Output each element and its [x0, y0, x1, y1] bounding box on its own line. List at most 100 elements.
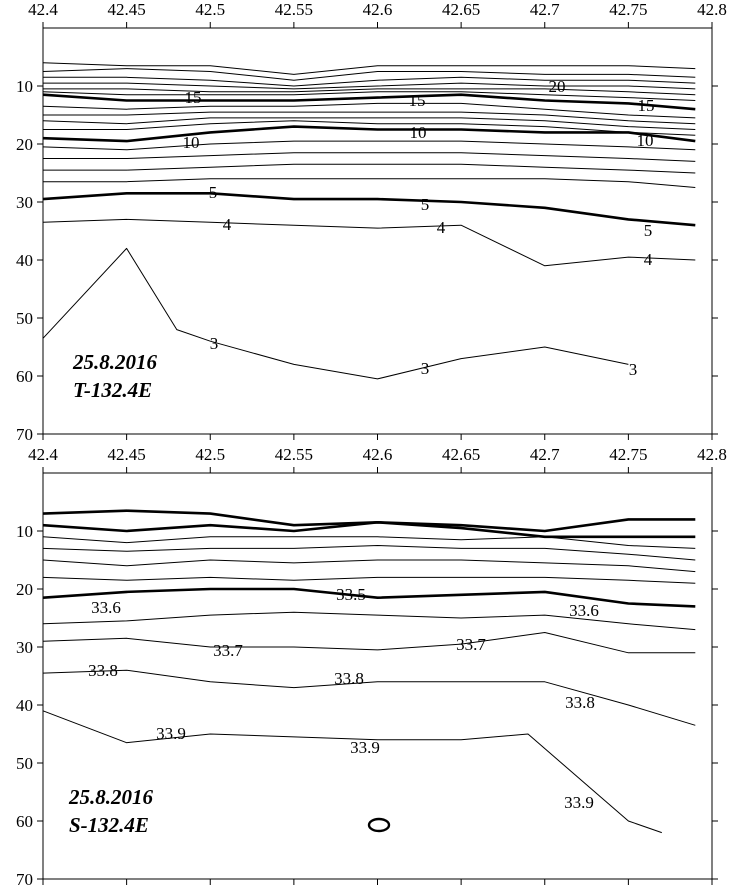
contour-label: 4: [644, 250, 653, 269]
isoline-8: [43, 152, 696, 162]
contour-label: 33.6: [569, 601, 599, 620]
caption-date: 25.8.2016: [68, 785, 154, 809]
contour-label: 33.9: [350, 738, 380, 757]
contour-label: 33.6: [91, 598, 121, 617]
x-tick-label: 42.65: [442, 0, 480, 19]
y-tick-label: 30: [16, 193, 33, 212]
temperature-caption: 25.8.2016 T-132.4E: [72, 350, 158, 402]
x-tick-label: 42.75: [609, 0, 647, 19]
temperature-isolines: [42, 62, 696, 380]
contour-label: 33.8: [88, 661, 118, 680]
y-tick-label: 60: [16, 812, 33, 831]
caption-date: 25.8.2016: [72, 350, 158, 374]
y-tick-label: 30: [16, 638, 33, 657]
temperature-axes: 42.4 42.45 42.5 42.55 42.6 42.65 42.7 42.75 42.8…: [16, 0, 727, 444]
contour-label: 3: [421, 359, 430, 378]
isoline-4: [42, 218, 696, 267]
caption-section: S-132.4E: [69, 813, 149, 837]
x-tick-label: 42.5: [195, 0, 225, 19]
x-tick-label: 42.6: [363, 0, 393, 19]
isoline-32-9: [42, 520, 696, 539]
salinity-isolines: [42, 509, 696, 834]
isoline-21: [42, 68, 696, 81]
x-tick-label: 42.75: [609, 445, 647, 464]
isoline-33-6: [42, 611, 696, 631]
y-tick-label: 70: [16, 870, 33, 889]
isoline-18: [43, 88, 696, 96]
contour-label: 33.8: [565, 693, 595, 712]
x-tick-label: 42.55: [275, 445, 313, 464]
contour-label: 15: [185, 88, 202, 107]
isoline-33-2: [42, 545, 696, 561]
x-tick-label: 42.55: [275, 0, 313, 19]
isoline-7: [43, 163, 696, 174]
contour-label: 10: [183, 133, 200, 152]
temperature-contour-labels: 20 15 15 15 10 10 10 5 5 5 4 4 4 3 3 3: [183, 77, 655, 379]
temperature-contour-panel: 20 15 15 15 10 10 10 5 5 5 4 4 4 3 3 3 2…: [16, 0, 727, 444]
contour-label: 5: [421, 195, 430, 214]
isoline-33-3: [42, 559, 696, 573]
y-tick-label: 40: [16, 696, 33, 715]
contour-label: 33.9: [564, 793, 594, 812]
contour-label: 33.8: [334, 669, 364, 688]
contour-label: 33.9: [156, 724, 186, 743]
isoline-33-4: [42, 576, 696, 584]
y-tick-label: 10: [16, 77, 33, 96]
salinity-axes: 42.4 42.45 42.5 42.55 42.6 42.65 42.7 42.75 42.8…: [16, 445, 727, 889]
salinity-contour-panel: 33.5 33.6 33.6 33.7 33.7 33.8 33.8 33.8 …: [16, 445, 727, 889]
salinity-caption: 25.8.2016 S-132.4E: [68, 785, 154, 837]
x-tick-label: 42.4: [28, 0, 58, 19]
isoline-33: [42, 509, 696, 533]
isoline-12: [42, 117, 696, 130]
isoline-3: [42, 247, 629, 380]
y-tick-label: 50: [16, 309, 33, 328]
y-tick-label: 40: [16, 251, 33, 270]
contour-label: 3: [210, 334, 219, 353]
x-tick-label: 42.7: [530, 445, 560, 464]
contour-label: 33.7: [213, 641, 243, 660]
contour-label: 4: [437, 218, 446, 237]
x-tick-label: 42.4: [28, 445, 58, 464]
y-tick-label: 60: [16, 367, 33, 386]
y-tick-label: 10: [16, 522, 33, 541]
contour-label: 10: [637, 131, 654, 150]
isoline-33-7: [42, 632, 696, 654]
isoline-33-5: [42, 587, 696, 608]
y-tick-label: 20: [16, 135, 33, 154]
contour-label: 4: [223, 215, 232, 234]
caption-section: T-132.4E: [73, 378, 152, 402]
isoline-33-8: [42, 669, 696, 726]
salinity-contour-labels: 33.5 33.6 33.6 33.7 33.7 33.8 33.8 33.8 …: [88, 585, 599, 812]
x-tick-label: 42.7: [530, 0, 560, 19]
y-tick-label: 70: [16, 425, 33, 444]
isoline-33-9: [42, 710, 662, 834]
x-tick-label: 42.65: [442, 445, 480, 464]
isoline-6: [43, 178, 696, 188]
x-tick-label: 42.45: [108, 0, 146, 19]
contour-label: 33.7: [456, 635, 486, 654]
isoline-33-1: [42, 536, 696, 549]
isoline-10: [42, 125, 696, 143]
x-tick-label: 42.8: [697, 0, 727, 19]
x-tick-label: 42.5: [195, 445, 225, 464]
contour-label: 5: [644, 221, 653, 240]
isoline-19: [43, 82, 696, 90]
contour-label: 15: [638, 96, 655, 115]
isoline-11: [43, 120, 696, 136]
contour-label: 15: [409, 91, 426, 110]
isoline-13: [43, 111, 696, 125]
isoline-9: [42, 140, 696, 151]
x-tick-label: 42.8: [697, 445, 727, 464]
isoline-14: [42, 102, 696, 119]
closed-contour-marker: [367, 817, 391, 833]
isoline-15: [42, 93, 696, 111]
contour-label: 3: [629, 360, 638, 379]
contour-label: 10: [410, 123, 427, 142]
isoline-22: [42, 62, 696, 75]
isoline-16: [42, 91, 696, 101]
y-tick-label: 50: [16, 754, 33, 773]
contour-label: 5: [209, 183, 218, 202]
x-tick-label: 42.45: [108, 445, 146, 464]
isoline-20: [43, 76, 696, 87]
